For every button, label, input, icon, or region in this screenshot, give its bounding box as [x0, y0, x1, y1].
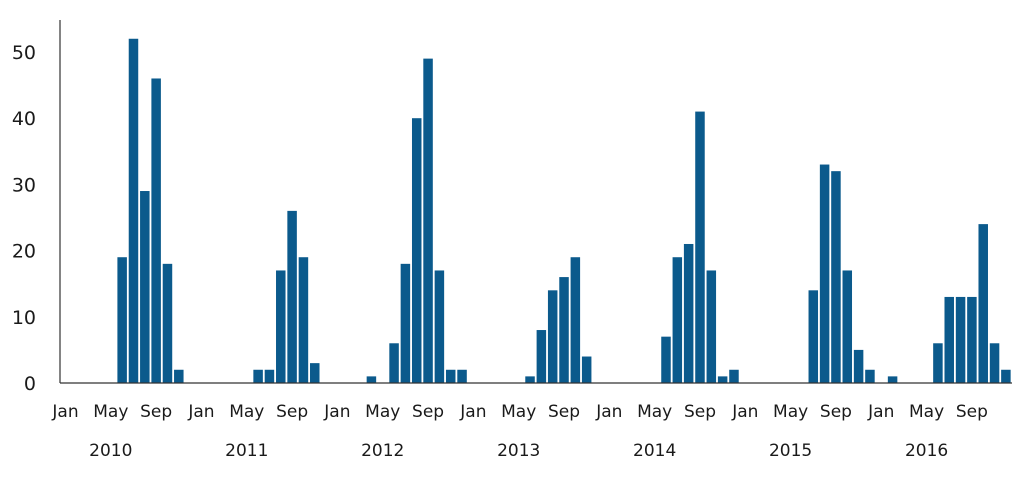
x-axis: Jan May Sep Jan May Sep Jan May Sep Jan May Sep Jan M… [51, 382, 1012, 461]
x-tick-label: Jan [595, 402, 622, 422]
bar [706, 270, 717, 383]
x-tick-label: Sep [684, 402, 716, 422]
x-tick-label: Sep [548, 402, 580, 422]
bar [389, 343, 399, 383]
bar [887, 376, 898, 383]
bar [559, 277, 569, 383]
bar [967, 296, 977, 383]
bar [808, 290, 819, 383]
x-tick-label: Sep [820, 402, 852, 422]
bar [151, 78, 161, 383]
x-tick-label: May [637, 402, 672, 422]
bar [162, 263, 173, 383]
bar [933, 343, 943, 383]
y-tick-label: 30 [12, 174, 36, 196]
bar [1001, 369, 1011, 383]
x-tick-label: Jan [51, 402, 78, 422]
bar [842, 270, 853, 383]
y-tick-label: 20 [12, 241, 36, 263]
bar [423, 58, 433, 384]
bar [253, 369, 263, 383]
bar [117, 257, 127, 383]
year-label: 2014 [633, 441, 676, 461]
bar [140, 191, 150, 383]
bar [298, 257, 309, 383]
bar [536, 330, 547, 383]
year-label: 2010 [89, 441, 132, 461]
year-label: 2013 [497, 441, 540, 461]
bar [978, 224, 988, 383]
bar [865, 369, 875, 383]
bar [717, 376, 728, 383]
bar [128, 38, 139, 383]
bar [366, 376, 377, 383]
bar [695, 111, 705, 383]
year-label: 2015 [769, 441, 812, 461]
x-tick-label: Sep [276, 402, 308, 422]
bar [944, 296, 954, 383]
bar [445, 369, 456, 383]
bar [831, 171, 841, 383]
bars [117, 38, 1011, 384]
bar [434, 270, 445, 383]
bar [683, 243, 694, 383]
x-tick-label: Jan [187, 402, 214, 422]
year-label: 2016 [905, 441, 948, 461]
y-tick-label: 40 [12, 108, 36, 130]
year-label: 2011 [225, 441, 268, 461]
bar [819, 164, 830, 383]
bar [174, 369, 184, 383]
x-tick-label: May [365, 402, 400, 422]
bar [547, 290, 558, 383]
x-tick-label: May [229, 402, 264, 422]
bar [729, 369, 739, 383]
x-tick-label: Sep [140, 402, 172, 422]
y-tick-label: 50 [12, 42, 36, 64]
bar [989, 343, 1000, 383]
x-tick-label: Sep [412, 402, 444, 422]
bar [287, 210, 297, 383]
bar [581, 356, 592, 383]
bar [400, 263, 411, 383]
x-tick-label: Sep [956, 402, 988, 422]
bar [661, 336, 671, 383]
y-tick-label: 10 [12, 307, 36, 329]
x-tick-label: Jan [867, 402, 894, 422]
x-tick-label: May [93, 402, 128, 422]
y-axis: 0 10 20 30 40 50 [12, 20, 61, 395]
x-tick-label: Jan [459, 402, 486, 422]
bar [955, 296, 966, 383]
bar [525, 376, 535, 383]
x-tick-label: Jan [731, 402, 758, 422]
x-tick-label: May [501, 402, 536, 422]
bar [457, 369, 467, 383]
bar [264, 369, 275, 383]
bar [276, 270, 286, 383]
year-label: 2012 [361, 441, 404, 461]
bar [672, 257, 683, 383]
x-tick-label: May [909, 402, 944, 422]
bar [411, 118, 422, 383]
bar [570, 257, 581, 383]
x-tick-label: Jan [323, 402, 350, 422]
x-tick-label: May [773, 402, 808, 422]
bar [853, 349, 864, 383]
bar [310, 363, 320, 383]
y-tick-label: 0 [24, 373, 36, 395]
